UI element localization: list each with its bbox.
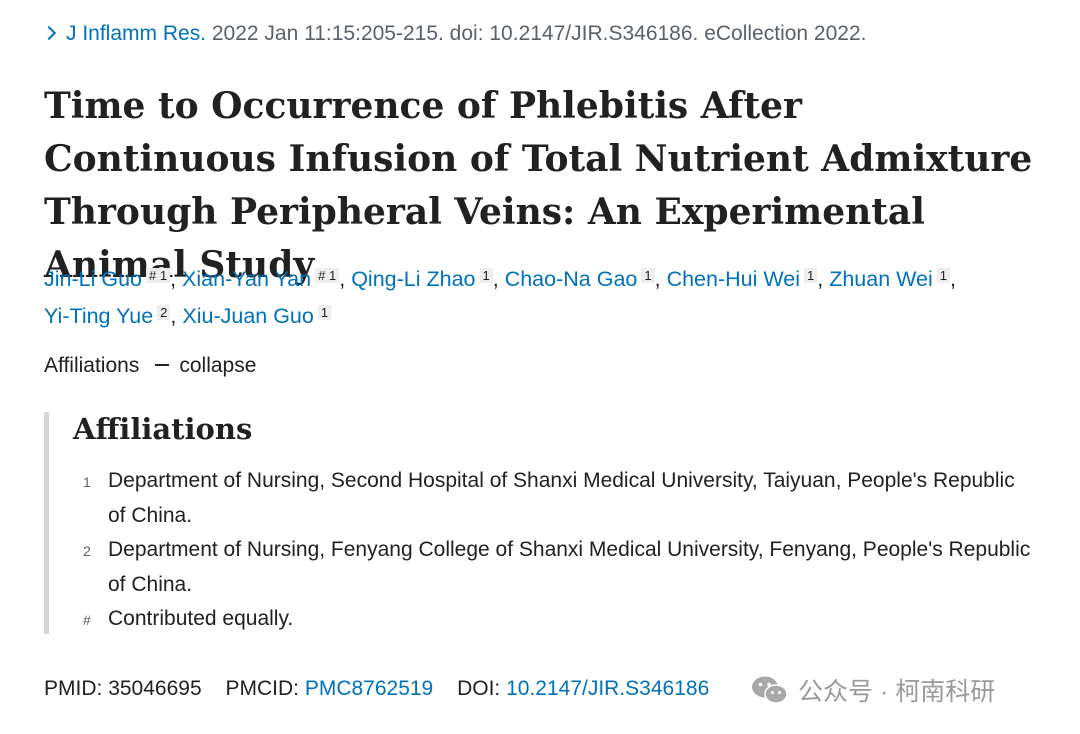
authors-list: Jin-Li Guo # 1, Xian-Yan Yan # 1, Qing-Li … [44,262,1054,336]
affiliation-item: 2 Department of Nursing, Fenyang College… [73,533,1033,602]
author-link[interactable]: Jin-Li Guo [44,267,142,291]
doi-link[interactable]: 10.2147/JIR.S346186 [506,677,710,700]
author-link[interactable]: Xiu-Juan Guo [182,304,314,328]
author-link[interactable]: Xian-Yan Yan [182,267,312,291]
affiliation-superscript[interactable]: 1 [804,268,818,283]
affiliation-superscript[interactable]: 1 [936,268,951,283]
affiliation-superscript[interactable]: 1 [641,268,655,283]
affiliation-text: Department of Nursing, Fenyang College o… [108,538,1031,596]
wechat-icon [752,676,788,704]
pmcid-label: PMCID: [225,677,299,700]
author-separator: , [654,267,661,291]
affiliation-marker: 1 [83,474,91,490]
author-separator: , [950,267,956,291]
affiliation-superscript[interactable]: 1 [317,305,332,320]
author-link[interactable]: Chao-Na Gao [504,267,638,291]
watermark: 公众号 · 柯南科研 [750,672,995,708]
affiliation-item: 1 Department of Nursing, Second Hospital… [73,464,1033,533]
author-link[interactable]: Chen-Hui Wei [666,267,800,291]
affiliations-list: 1 Department of Nursing, Second Hospital… [73,464,1044,637]
affiliation-superscript[interactable]: # 1 [315,268,340,283]
affiliation-item: # Contributed equally. [73,602,1033,637]
pmcid-link[interactable]: PMC8762519 [304,677,434,700]
affiliation-text: Department of Nursing, Second Hospital o… [108,469,1015,527]
author-separator: , [817,267,824,291]
pmid-value: 35046695 [108,677,202,700]
chevron-right-icon[interactable] [41,25,57,41]
affiliation-superscript[interactable]: 2 [157,305,171,320]
author-separator: , [492,267,499,291]
citation-details: 2022 Jan 11:15:205-215. doi: 10.2147/JIR… [211,22,867,45]
author-separator: , [339,267,346,291]
affiliation-superscript[interactable]: # 1 [146,268,171,283]
author-separator: , [170,267,177,291]
minus-icon [155,364,170,366]
author-link[interactable]: Yi-Ting Yue [44,304,154,328]
affiliations-toggle: Affiliations collapse [44,354,256,378]
collapse-button[interactable]: collapse [179,354,257,377]
pmid-label: PMID: [44,677,103,700]
article-title: Time to Occurrence of Phlebitis After Co… [44,85,1033,286]
journal-link[interactable]: J Inflamm Res. [66,22,207,45]
author-separator: , [170,304,177,328]
affiliation-superscript[interactable]: 1 [479,268,493,283]
author-link[interactable]: Qing-Li Zhao [351,267,476,291]
affiliations-toggle-label: Affiliations [44,354,140,377]
affiliations-heading: Affiliations [73,412,253,446]
affiliation-text: Contributed equally. [108,607,294,630]
affiliation-marker: # [83,612,91,628]
doi-label: DOI: [457,677,501,700]
affiliations-panel: Affiliations 1 Department of Nursing, Se… [44,412,1044,634]
watermark-text: 公众号 · 柯南科研 [798,678,996,706]
author-link[interactable]: Zhuan Wei [829,267,933,291]
affiliation-marker: 2 [83,543,91,559]
citation-line: J Inflamm Res. 2022 Jan 11:15:205-215. d… [41,22,867,46]
article-identifiers: PMID: 35046695 PMCID: PMC8762519 DOI: 10… [44,677,709,701]
